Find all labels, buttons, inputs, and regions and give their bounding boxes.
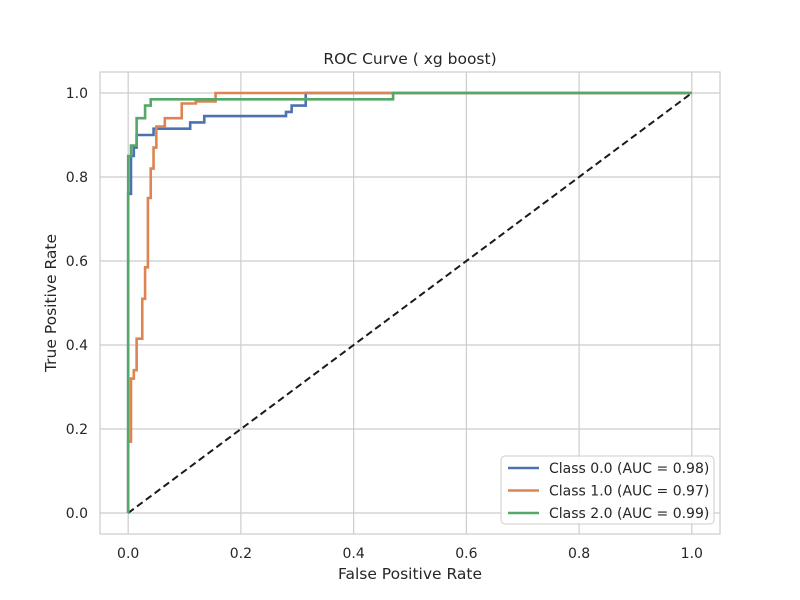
chart-title: ROC Curve ( xg boost)	[323, 50, 496, 68]
x-tick-label: 0.8	[568, 546, 590, 562]
legend-label: Class 0.0 (AUC = 0.98)	[549, 461, 709, 477]
y-tick-label: 1.0	[66, 86, 88, 102]
y-tick-label: 0.8	[66, 170, 88, 186]
x-axis-ticks: 0.0 0.2 0.4 0.6 0.8 1.0	[117, 546, 703, 562]
y-axis-title: True Positive Rate	[42, 234, 60, 373]
roc-series-line-1	[126, 91, 692, 513]
grid	[100, 72, 720, 534]
legend: Class 0.0 (AUC = 0.98) Class 1.0 (AUC = 0…	[500, 455, 715, 525]
y-tick-label: 0.4	[66, 338, 88, 354]
y-tick-label: 0.6	[66, 254, 88, 270]
roc-series-line-2	[126, 91, 692, 513]
legend-label: Class 2.0 (AUC = 0.99)	[549, 506, 709, 522]
series-layer	[126, 91, 693, 514]
x-tick-label: 0.4	[343, 546, 365, 562]
chance-diagonal-line	[127, 92, 693, 514]
x-tick-label: 0.6	[455, 546, 477, 562]
legend-box	[500, 455, 715, 525]
y-tick-label: 0.0	[66, 506, 88, 522]
y-tick-label: 0.2	[66, 422, 88, 438]
y-axis-ticks: 0.0 0.2 0.4 0.6 0.8 1.0	[66, 86, 88, 522]
plot-frame	[99, 71, 721, 535]
x-axis-title: False Positive Rate	[338, 565, 482, 583]
x-tick-label: 0.2	[230, 546, 252, 562]
legend-label: Class 1.0 (AUC = 0.97)	[549, 484, 709, 500]
x-tick-label: 0.0	[117, 546, 139, 562]
x-tick-label: 1.0	[681, 546, 703, 562]
